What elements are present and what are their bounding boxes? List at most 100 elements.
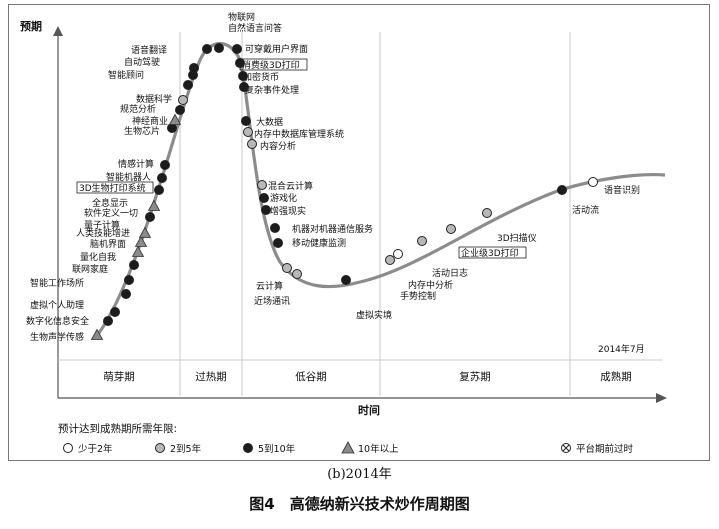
technology-marker: [157, 173, 167, 183]
legend-cross-mark: [562, 444, 570, 452]
technology-marker: [292, 269, 302, 279]
technology-label: 神经商业: [132, 115, 168, 127]
legend-marker: [243, 443, 253, 453]
technology-label: 脑机界面: [90, 238, 126, 250]
technology-label: 量子计算: [84, 219, 120, 231]
technology-label: 人类技能增进: [76, 227, 130, 239]
technology-marker: [232, 44, 242, 54]
technology-marker: [557, 185, 567, 195]
phase-label: 成熟期: [600, 370, 632, 383]
technology-marker: [273, 238, 283, 248]
technology-label: 大数据: [256, 116, 283, 128]
date-note: 2014年7月: [598, 343, 645, 355]
technology-marker: [168, 113, 182, 125]
technology-label: 量化自我: [80, 251, 116, 263]
legend-marker: [63, 443, 73, 453]
legend-title: 预计达到成熟期所需年限:: [58, 422, 177, 435]
technology-label: 生物芯片: [124, 125, 160, 137]
legend-marker: [341, 441, 355, 454]
technology-marker: [239, 82, 249, 92]
technology-label: 智能机器人: [106, 171, 151, 183]
technology-label: 虚拟个人助理: [30, 299, 84, 311]
figure-frame: [8, 4, 710, 461]
technology-marker: [393, 249, 403, 259]
legend-label: 5到10年: [258, 443, 296, 455]
technology-marker: [183, 80, 193, 90]
technology-label: 情感计算: [118, 158, 154, 170]
technology-label: 智能顾问: [108, 69, 144, 81]
technology-marker: [257, 180, 267, 190]
technology-label: 混合云计算: [268, 180, 313, 192]
technology-marker: [189, 63, 199, 73]
technology-label: 增强现实: [270, 205, 306, 217]
technology-label: 可穿戴用户界面: [245, 43, 308, 55]
figure-subcaption: (b)2014年: [327, 467, 392, 482]
technology-label: 自然语言问答: [228, 22, 282, 34]
technology-marker: [178, 95, 188, 105]
technology-label: 语音翻译: [131, 44, 167, 56]
axes: [53, 26, 667, 403]
technology-label: 复杂事件处理: [245, 84, 299, 96]
technology-marker: [259, 193, 269, 203]
phase-label: 低谷期: [295, 370, 327, 383]
technology-marker: [243, 127, 253, 137]
technology-label: 机器对机器通信服务: [292, 223, 373, 235]
technology-label: 虚拟实境: [356, 309, 392, 321]
legend-label: 10年以上: [358, 443, 399, 455]
technology-label: 企业级3D打印: [461, 247, 519, 259]
technology-label: 活动日志: [432, 267, 468, 279]
technology-label: 云计算: [256, 280, 283, 292]
technology-label: 数字化信息安全: [26, 315, 89, 327]
technology-label: 物联网: [228, 11, 255, 23]
technology-label-box: [458, 246, 527, 259]
figure-caption: 图4 高德纳新兴技术炒作周期图: [249, 495, 470, 513]
technology-label: 数据科学: [136, 93, 172, 105]
legend-label: 平台期前过时: [576, 443, 634, 455]
phase-label: 过热期: [195, 370, 227, 383]
technology-label: 软件定义一切: [84, 207, 138, 219]
x-axis-arrowhead: [656, 393, 667, 403]
technology-marker: [147, 199, 161, 211]
technology-marker: [110, 307, 120, 317]
y-axis-label: 预期: [20, 19, 42, 33]
technology-marker: [103, 316, 113, 326]
technology-marker: [124, 275, 134, 285]
technology-marker: [138, 226, 152, 238]
technology-label: 智能工作场所: [30, 277, 84, 289]
technology-label: 联网家庭: [72, 263, 108, 275]
technology-label: 3D扫描仪: [497, 232, 537, 244]
technology-marker: [235, 58, 245, 68]
technology-label: 内容分析: [260, 140, 296, 152]
technology-marker: [129, 260, 139, 270]
technology-label: 3D生物打印系统: [79, 182, 146, 194]
technology-marker: [261, 205, 271, 215]
technology-marker: [385, 255, 395, 265]
technology-label: 全息显示: [92, 197, 128, 209]
technology-marker: [160, 160, 170, 170]
technology-label: 近场通讯: [254, 295, 290, 307]
legend-label: 2到5年: [170, 443, 202, 455]
legend: 预计达到成熟期所需年限: 少于2年 2到5年 5到10年 10年以上 平台期前过时: [58, 422, 634, 455]
technology-label: 加密货币: [243, 71, 279, 83]
y-axis-arrowhead: [53, 26, 63, 36]
legend-label: 少于2年: [78, 443, 113, 455]
technology-marker: [214, 43, 224, 53]
technology-marker: [238, 71, 248, 81]
technology-label: 内存中数据库管理系统: [254, 128, 344, 140]
technology-label: 语音识别: [604, 184, 640, 196]
technology-label: 内存中分析: [408, 279, 453, 291]
technology-marker: [134, 235, 148, 247]
technology-label: 生物声学传感: [30, 331, 84, 343]
technology-marker: [175, 105, 185, 115]
technology-label: 消费级3D打印: [242, 59, 300, 71]
technology-marker: [247, 139, 257, 149]
technology-label: 规范分析: [120, 103, 156, 115]
technology-marker: [446, 224, 456, 234]
technology-marker: [270, 223, 280, 233]
technology-marker: [90, 328, 104, 340]
legend-marker: [155, 443, 165, 453]
technology-marker: [482, 208, 492, 218]
technology-label: 自动驾驶: [124, 56, 160, 68]
